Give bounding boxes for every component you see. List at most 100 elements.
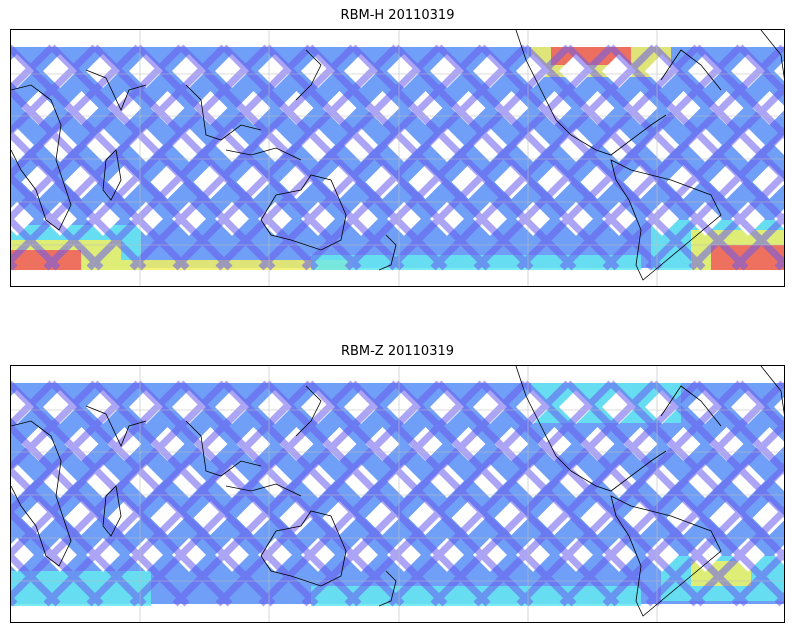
satellite-track-map [11,30,784,286]
orbit-track [129,380,356,607]
coastline [102,485,122,537]
track-gap [731,201,765,236]
track-gap [387,537,421,572]
track-gap [344,537,378,572]
orbit-track [737,44,784,96]
coastline [295,385,322,437]
orbit-track [92,44,319,271]
graticule [11,30,784,286]
orbit-track [393,380,620,607]
coastline [378,570,397,607]
orbit-track [11,380,227,601]
orbit-track [430,380,657,607]
coastline [760,366,784,415]
orbit-track [731,549,784,607]
orbit-track [651,380,784,518]
coastline [102,149,122,201]
coastline [260,174,347,251]
track-gap [387,201,421,236]
orbit-track [11,44,98,136]
track-gap [688,201,722,236]
orbit-track [11,380,184,558]
orbit-track [436,380,663,607]
orbit-track [86,380,313,607]
orbit-track [602,84,784,271]
track-gap [129,537,163,572]
track-gap [301,537,335,572]
orbit-track [344,380,571,607]
track-gap [559,537,593,572]
orbit-track [11,44,227,265]
track-gap [172,537,206,572]
track-gap [516,537,550,572]
coastline [11,420,72,567]
orbit-track [645,463,784,607]
orbit-track [43,44,270,271]
panel-title-rbm-h: RBM-H 20110319 [340,8,455,23]
orbit-track [264,380,491,607]
orbit-track [350,380,577,607]
orbit-track [11,44,184,222]
orbit-track [86,44,313,271]
track-gap [430,537,464,572]
orbit-track [516,380,743,607]
track-gap [301,201,335,236]
map-panel-rbm-z [10,365,785,623]
orbit-track [11,423,190,607]
orbit-track [479,380,706,607]
track-gap [602,537,636,572]
orbit-track [430,44,657,271]
orbit-track [516,44,743,271]
orbit-track [688,170,784,271]
track-gap [559,201,593,236]
orbit-track [215,44,442,271]
track-gap [731,537,765,572]
coastline [660,49,722,91]
track-gap [473,537,507,572]
orbit-track [221,380,448,607]
track-gap [258,537,292,572]
orbit-track [172,380,399,607]
coastline [610,159,722,281]
orbit-track [11,380,233,607]
orbit-track [436,44,663,271]
orbit-track [43,380,270,607]
orbit-track [387,44,614,271]
coastline [11,84,72,231]
orbit-track [258,44,485,271]
orbit-track [522,44,749,271]
value-region [121,260,351,270]
coastline [660,385,722,427]
orbit-track [559,44,784,271]
orbit-track [608,44,784,225]
map-panel-rbm-h [10,29,785,287]
orbit-track [473,44,700,271]
orbit-track [350,44,577,271]
orbit-track [49,44,276,271]
coastline [378,234,397,271]
graticule [11,366,784,622]
orbit-track [11,216,61,271]
orbit-track [135,44,362,271]
orbit-track [92,380,319,607]
track-gap [430,201,464,236]
orbit-track [178,380,405,607]
track-gap [774,134,784,155]
track-gap [645,201,679,236]
orbit-track [178,44,405,271]
orbit-track [11,380,55,429]
orbit-track [737,380,784,432]
panel-title-rbm-z: RBM-Z 20110319 [340,344,455,359]
coastline [85,405,147,448]
orbit-track [301,44,528,271]
track-gap [215,201,249,236]
orbit-track [387,380,614,607]
orbit-track [11,44,233,271]
orbit-track [694,380,784,475]
orbit-track [11,130,147,271]
satellite-track-map [11,366,784,622]
track-gap [43,537,77,572]
orbit-track [11,44,55,93]
orbit-track [11,380,141,515]
coastline [225,483,302,497]
